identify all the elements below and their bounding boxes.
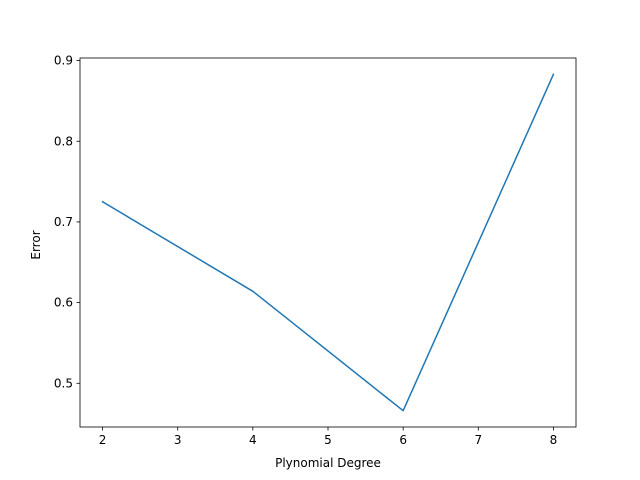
x-tick-label: 4 xyxy=(249,433,257,447)
data-point xyxy=(402,410,404,412)
x-tick-label: 2 xyxy=(99,433,107,447)
x-tick-label: 6 xyxy=(399,433,407,447)
x-tick-label: 8 xyxy=(550,433,558,447)
x-axis-label: Plynomial Degree xyxy=(275,456,381,470)
y-tick-label: 0.8 xyxy=(54,134,73,148)
data-point xyxy=(102,201,104,203)
data-series-line xyxy=(101,73,555,412)
y-tick-label: 0.9 xyxy=(54,54,73,68)
y-tick-label: 0.5 xyxy=(54,376,73,390)
data-point xyxy=(552,73,554,75)
y-tick-label: 0.6 xyxy=(54,296,73,310)
x-tick-label: 3 xyxy=(174,433,182,447)
x-tick-label: 5 xyxy=(324,433,332,447)
x-axis-ticks: 2 3 4 5 6 7 8 xyxy=(99,427,558,447)
y-axis-label: Error xyxy=(29,230,43,259)
data-point xyxy=(252,290,254,292)
x-tick-label: 7 xyxy=(474,433,482,447)
y-tick-label: 0.7 xyxy=(54,215,73,229)
plot-area-frame xyxy=(79,57,577,428)
y-axis-ticks: 0.5 0.6 0.7 0.8 0.9 xyxy=(54,54,80,390)
